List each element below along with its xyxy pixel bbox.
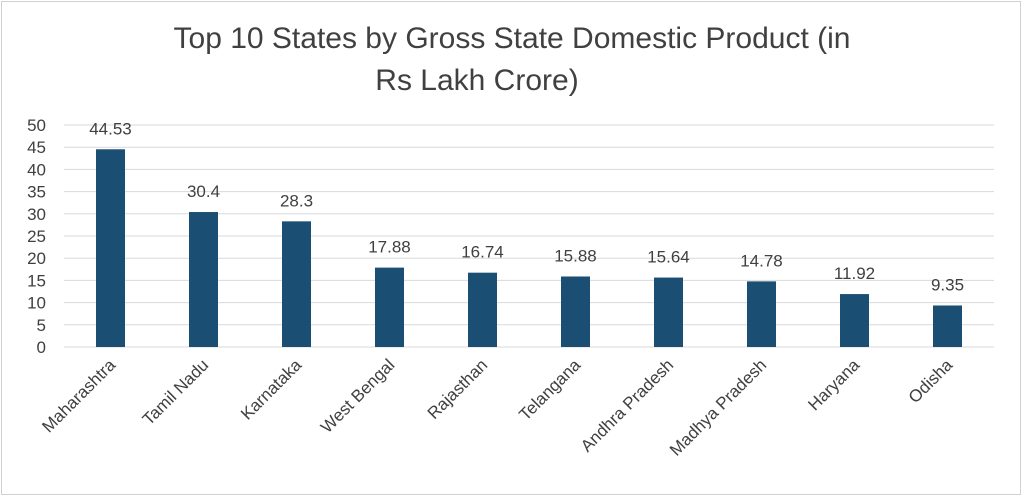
category-label: Karnataka [237,355,306,424]
y-tick-label: 40 [27,160,46,179]
category-label: Odisha [905,355,957,407]
category-label: West Bengal [317,355,398,436]
y-tick-label: 30 [27,205,46,224]
category-label: Madhya Pradesh [666,355,770,459]
chart-title-line-1: Top 10 States by Gross State Domestic Pr… [173,22,851,55]
gridlines [64,124,994,348]
bar-madhya-pradesh [747,281,776,347]
chart-title: Top 10 States by Gross State Domestic Pr… [0,18,1024,102]
data-label: 17.88 [368,238,411,257]
category-label: Maharashtra [38,355,119,436]
bar-haryana [840,294,869,347]
bar-west-bengal [375,267,404,347]
y-tick-label: 35 [27,183,46,202]
data-labels: 44.53 30.4 28.3 17.88 16.74 15.88 15.64 14.78 11… [89,119,964,294]
category-label: Tamil Nadu [139,355,213,429]
data-label: 14.78 [740,251,783,270]
category-label: Haryana [804,355,863,414]
y-tick-label: 45 [27,138,46,157]
data-label: 30.4 [187,182,220,201]
data-label: 28.3 [280,191,313,210]
y-tick-label: 5 [37,316,46,335]
bar-andhra-pradesh [654,277,683,347]
category-labels: Maharashtra Tamil Nadu Karnataka West Benga… [38,355,956,460]
y-tick-label: 20 [27,249,46,268]
bar-karnataka [282,221,311,347]
y-tick-label: 10 [27,294,46,313]
y-tick-label: 0 [37,338,46,357]
bar-odisha [933,305,962,347]
bar-telangana [561,276,590,347]
data-label: 9.35 [931,275,964,294]
bar-maharashtra [96,149,125,347]
bar-tamil-nadu [189,212,218,347]
chart-title-line-2: Rs Lakh Crore) [375,64,579,97]
category-label: Andhra Pradesh [577,355,677,455]
bars [96,149,962,347]
y-axis-ticks: 0 5 10 15 20 25 30 35 40 45 50 [27,116,46,357]
data-label: 44.53 [89,119,132,138]
y-tick-label: 50 [27,116,46,135]
y-tick-label: 25 [27,227,46,246]
data-label: 15.64 [647,248,690,267]
category-label: Telangana [515,355,584,424]
data-label: 16.74 [461,243,504,262]
bar-rajasthan [468,272,497,347]
y-tick-label: 15 [27,271,46,290]
data-label: 15.88 [554,246,597,265]
data-label: 11.92 [834,264,875,283]
category-label: Rajasthan [424,355,492,423]
